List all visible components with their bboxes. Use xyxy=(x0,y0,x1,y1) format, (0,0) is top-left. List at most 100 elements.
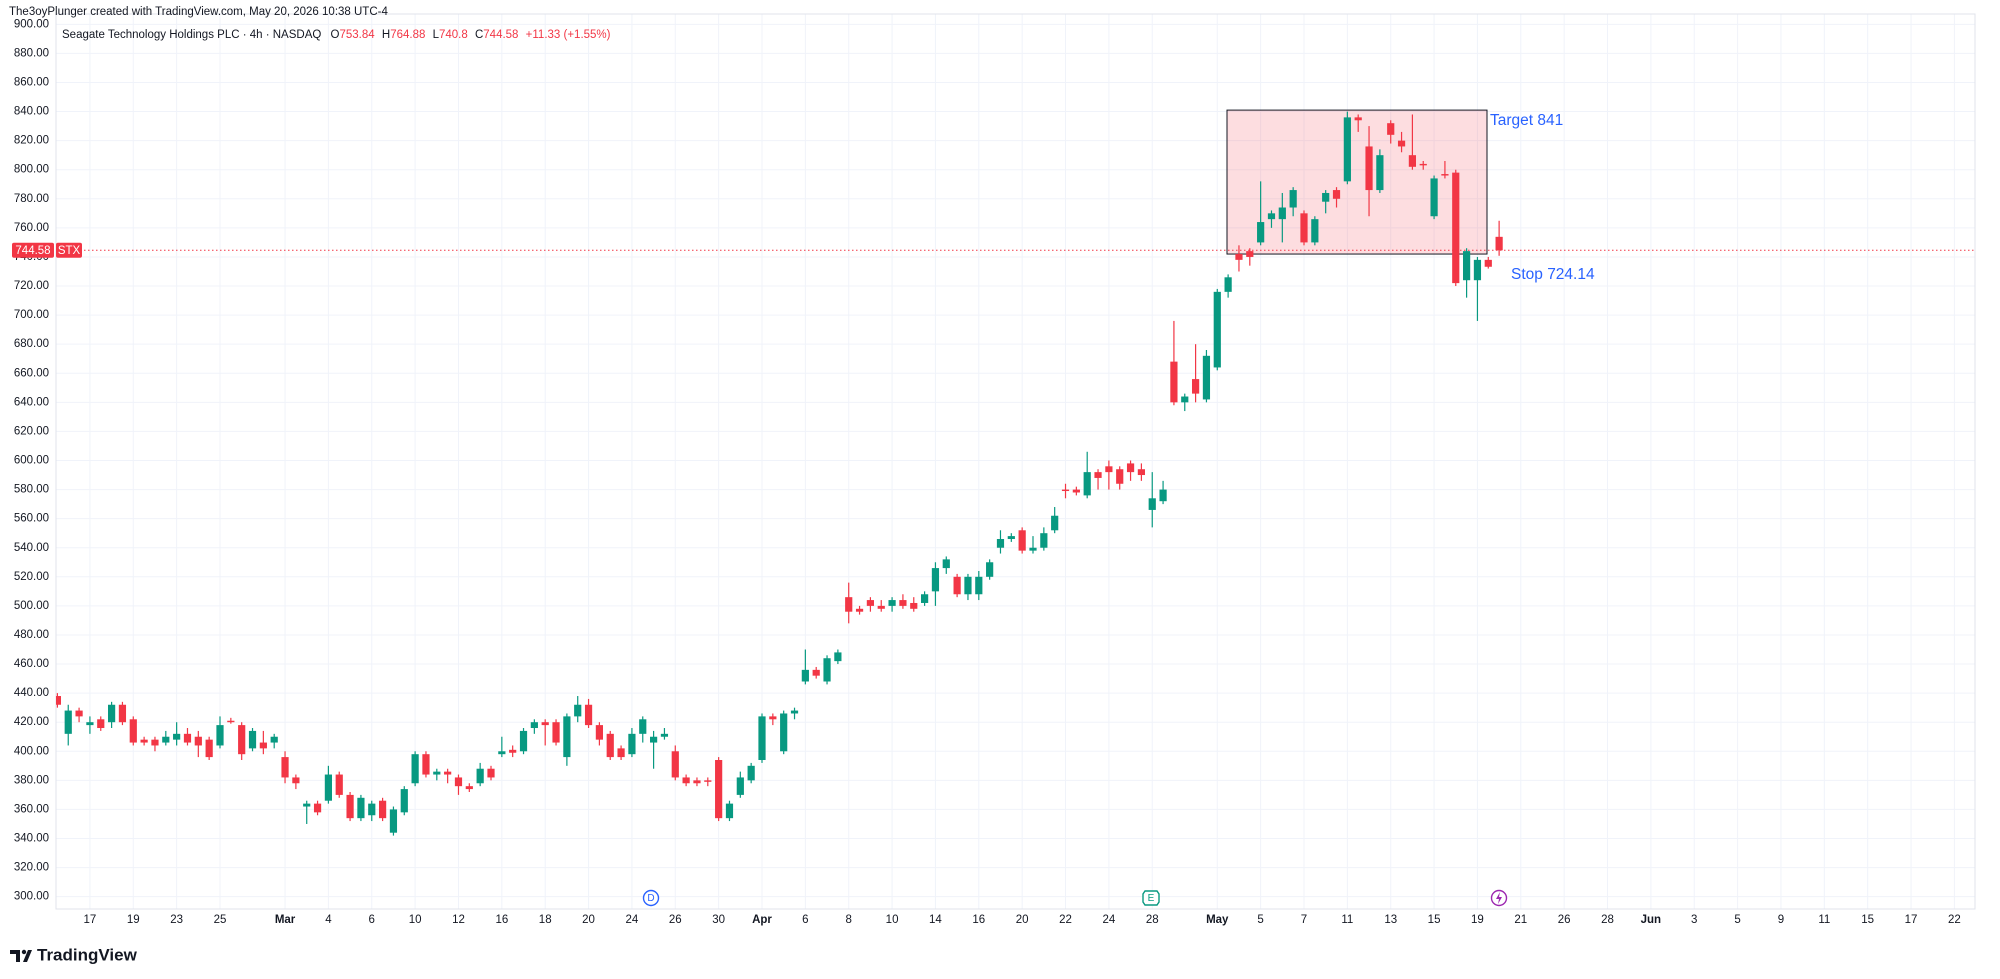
ohlc-prefix: H xyxy=(382,29,390,41)
y-tick-label: 800.00 xyxy=(14,164,49,176)
x-tick-label: 15 xyxy=(1428,914,1441,926)
y-tick-label: 300.00 xyxy=(14,891,49,903)
candle-body xyxy=(151,739,159,746)
candle-body xyxy=(584,704,593,726)
x-tick-label: 9 xyxy=(1778,914,1784,926)
candle-body xyxy=(1137,469,1145,476)
x-tick-label: 18 xyxy=(539,914,552,926)
stop-label: Stop 724.14 xyxy=(1511,266,1595,283)
x-tick-label: 17 xyxy=(1905,914,1918,926)
candle-body xyxy=(1300,213,1308,243)
candle-body xyxy=(1408,155,1416,167)
ohlc-prefix: C xyxy=(475,29,483,41)
candle-body xyxy=(1441,174,1449,176)
x-tick-label: 15 xyxy=(1861,914,1874,926)
candle-body xyxy=(823,658,831,682)
y-tick-label: 560.00 xyxy=(14,513,49,525)
y-tick-label: 600.00 xyxy=(14,455,49,467)
y-tick-label: 580.00 xyxy=(14,484,49,496)
candle-body xyxy=(812,669,820,676)
candle-body xyxy=(595,725,603,740)
x-tick-label: 10 xyxy=(886,914,899,926)
candle-body xyxy=(1267,213,1276,220)
candle-body xyxy=(606,733,614,758)
x-tick-label: 6 xyxy=(802,914,808,926)
plot-border xyxy=(55,13,1976,910)
candle-body xyxy=(1376,155,1384,191)
candle-body xyxy=(790,710,799,714)
x-tick-label: Apr xyxy=(752,914,772,926)
x-tick-label: 24 xyxy=(1102,914,1115,926)
price-badge-label: 744.58 xyxy=(15,245,50,257)
candle-body xyxy=(780,713,788,752)
candle-body xyxy=(129,719,137,743)
candle-body xyxy=(1083,472,1091,496)
candle-body xyxy=(1007,536,1015,540)
candle-body xyxy=(1365,146,1373,191)
event-label[interactable]: D xyxy=(647,893,654,904)
x-tick-label: 24 xyxy=(626,914,639,926)
candle-body xyxy=(704,780,712,782)
candle-body xyxy=(75,710,83,717)
candle-body xyxy=(1484,259,1492,267)
candle-body xyxy=(1463,251,1471,281)
ohlc-prefix: O xyxy=(331,29,340,41)
candle-body xyxy=(1202,355,1211,400)
x-tick-label: 28 xyxy=(1146,914,1159,926)
candle-body xyxy=(86,722,94,726)
candle-body xyxy=(1213,291,1221,368)
symbol-badge xyxy=(56,242,82,258)
x-tick-label: 8 xyxy=(846,914,852,926)
x-tick-label: 5 xyxy=(1257,914,1263,926)
candle-body xyxy=(324,774,332,801)
x-tick-label: 6 xyxy=(369,914,375,926)
y-tick-label: 320.00 xyxy=(14,862,49,874)
y-tick-label: 780.00 xyxy=(14,193,49,205)
candle-body xyxy=(639,719,647,734)
x-tick-label: 7 xyxy=(1301,914,1307,926)
candle-body xyxy=(1159,489,1167,502)
event-icon[interactable] xyxy=(1142,890,1160,906)
legend: Seagate Technology Holdings PLC · 4h · N… xyxy=(62,29,611,41)
x-tick-label: 17 xyxy=(84,914,97,926)
candle-body xyxy=(975,576,983,595)
x-tick-label: 16 xyxy=(972,914,985,926)
candle-body xyxy=(899,600,907,606)
candle-body xyxy=(1235,254,1243,260)
candle-body xyxy=(1246,251,1254,257)
candle-body xyxy=(1387,123,1395,135)
candle-body xyxy=(97,719,105,729)
candle-body xyxy=(834,652,842,662)
candle-body xyxy=(1029,547,1037,551)
y-tick-label: 880.00 xyxy=(14,47,49,59)
lightning-icon xyxy=(1496,892,1502,904)
event-label[interactable]: E xyxy=(1148,893,1155,904)
x-tick-label: 19 xyxy=(1471,914,1484,926)
candle-body xyxy=(530,722,538,729)
candle-body xyxy=(769,716,777,720)
candle-body xyxy=(454,777,463,787)
logo-mark xyxy=(23,950,32,962)
candle-body xyxy=(964,576,972,595)
event-icon[interactable] xyxy=(642,889,660,907)
candle-body xyxy=(292,777,300,784)
x-tick-label: 16 xyxy=(495,914,508,926)
candle-body xyxy=(1354,117,1362,121)
x-tick-label: 4 xyxy=(325,914,332,926)
y-tick-label: 860.00 xyxy=(14,77,49,89)
candle-body xyxy=(1181,396,1189,403)
candle-body xyxy=(400,789,408,813)
candle-body xyxy=(563,716,571,758)
y-tick-label: 900.00 xyxy=(14,18,49,30)
candle-body xyxy=(1397,140,1406,147)
candle-body xyxy=(855,608,864,612)
candle-body xyxy=(281,757,289,778)
y-tick-label: 460.00 xyxy=(14,658,49,670)
credit: The3oyPlunger created with TradingView.c… xyxy=(9,6,388,18)
y-tick-label: 360.00 xyxy=(14,803,49,815)
candle-body xyxy=(1126,463,1135,473)
candle-body xyxy=(986,562,994,577)
